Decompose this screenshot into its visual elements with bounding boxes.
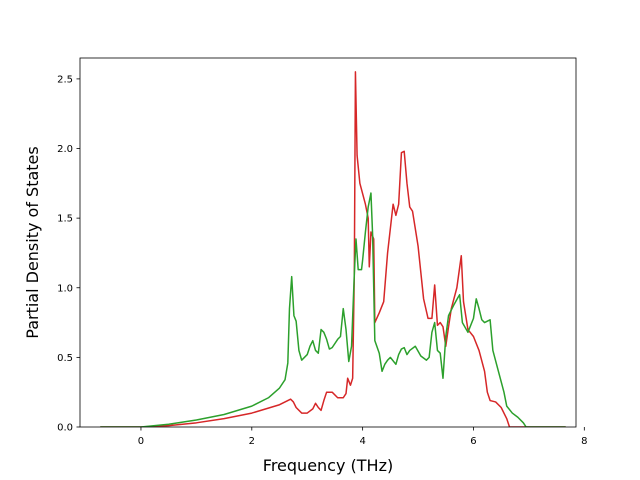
x-axis: 0 2 4 6 8 — [138, 427, 588, 447]
x-tick-label: 2 — [249, 436, 255, 447]
x-tick-label: 0 — [138, 436, 144, 447]
x-tick-label: 6 — [470, 436, 476, 447]
y-axis-label: Partial Density of States — [23, 146, 42, 338]
x-axis-label: Frequency (THz) — [263, 456, 393, 475]
x-tick-label: 4 — [359, 436, 365, 447]
y-tick-label: 1.0 — [57, 283, 73, 294]
axes-frame — [79, 57, 577, 428]
y-tick-label: 0.5 — [57, 353, 73, 364]
y-tick-label: 2.0 — [57, 144, 73, 155]
y-tick-label: 0.0 — [57, 423, 73, 434]
series-line-2 — [100, 192, 566, 427]
series-layer — [100, 71, 566, 427]
y-tick-label: 1.5 — [57, 214, 73, 225]
series-line-1 — [100, 71, 566, 427]
plot-area — [79, 57, 577, 428]
y-tick-label: 2.5 — [57, 74, 73, 85]
y-axis: 0.0 0.5 1.0 1.5 2.0 2.5 — [57, 74, 80, 434]
x-tick-label: 8 — [581, 436, 587, 447]
